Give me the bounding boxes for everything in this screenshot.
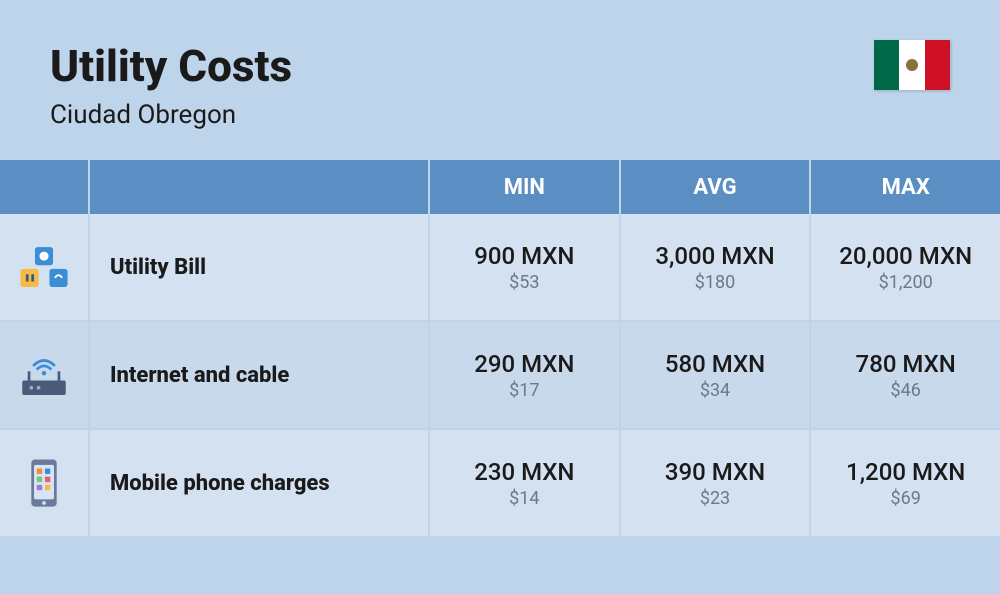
flag-stripe-white bbox=[899, 40, 924, 90]
value-secondary: $23 bbox=[700, 488, 730, 509]
value-secondary: $14 bbox=[509, 488, 539, 509]
flag-stripe-red bbox=[925, 40, 950, 90]
cell-avg: 3,000 MXN $180 bbox=[621, 214, 812, 322]
title-block: Utility Costs Ciudad Obregon bbox=[50, 40, 292, 130]
utility-icon bbox=[0, 214, 90, 322]
router-icon bbox=[0, 322, 90, 430]
value-secondary: $46 bbox=[891, 380, 921, 401]
cell-max: 20,000 MXN $1,200 bbox=[811, 214, 1000, 322]
value-primary: 780 MXN bbox=[856, 350, 956, 378]
page-subtitle: Ciudad Obregon bbox=[50, 100, 292, 130]
value-primary: 1,200 MXN bbox=[846, 458, 965, 486]
cell-max: 780 MXN $46 bbox=[811, 322, 1000, 430]
row-label: Utility Bill bbox=[90, 214, 430, 322]
value-primary: 900 MXN bbox=[474, 242, 574, 270]
value-secondary: $53 bbox=[509, 272, 539, 293]
value-primary: 390 MXN bbox=[665, 458, 765, 486]
cell-avg: 580 MXN $34 bbox=[621, 322, 812, 430]
page-title: Utility Costs bbox=[50, 40, 292, 92]
table-header-row: MIN AVG MAX bbox=[0, 160, 1000, 214]
flag-emblem-icon bbox=[906, 59, 918, 71]
costs-table: MIN AVG MAX Utility Bill 900 MXN $53 3,0… bbox=[0, 160, 1000, 538]
row-label: Internet and cable bbox=[90, 322, 430, 430]
table-row: Internet and cable 290 MXN $17 580 MXN $… bbox=[0, 322, 1000, 430]
value-primary: 580 MXN bbox=[665, 350, 765, 378]
cell-avg: 390 MXN $23 bbox=[621, 430, 812, 538]
th-icon-blank bbox=[0, 160, 90, 214]
mexico-flag-icon bbox=[874, 40, 950, 90]
flag-stripe-green bbox=[874, 40, 899, 90]
th-max: MAX bbox=[811, 160, 1000, 214]
value-primary: 290 MXN bbox=[474, 350, 574, 378]
th-label-blank bbox=[90, 160, 430, 214]
value-secondary: $17 bbox=[509, 380, 539, 401]
phone-icon bbox=[0, 430, 90, 538]
value-secondary: $1,200 bbox=[879, 272, 933, 293]
th-min: MIN bbox=[430, 160, 621, 214]
row-label: Mobile phone charges bbox=[90, 430, 430, 538]
header: Utility Costs Ciudad Obregon bbox=[0, 0, 1000, 160]
cell-min: 230 MXN $14 bbox=[430, 430, 621, 538]
th-avg: AVG bbox=[621, 160, 812, 214]
value-primary: 3,000 MXN bbox=[655, 242, 774, 270]
value-secondary: $180 bbox=[695, 272, 735, 293]
cell-min: 900 MXN $53 bbox=[430, 214, 621, 322]
table-row: Utility Bill 900 MXN $53 3,000 MXN $180 … bbox=[0, 214, 1000, 322]
cell-min: 290 MXN $17 bbox=[430, 322, 621, 430]
value-primary: 20,000 MXN bbox=[839, 242, 972, 270]
value-secondary: $34 bbox=[700, 380, 730, 401]
table-row: Mobile phone charges 230 MXN $14 390 MXN… bbox=[0, 430, 1000, 538]
value-secondary: $69 bbox=[891, 488, 921, 509]
value-primary: 230 MXN bbox=[474, 458, 574, 486]
cell-max: 1,200 MXN $69 bbox=[811, 430, 1000, 538]
